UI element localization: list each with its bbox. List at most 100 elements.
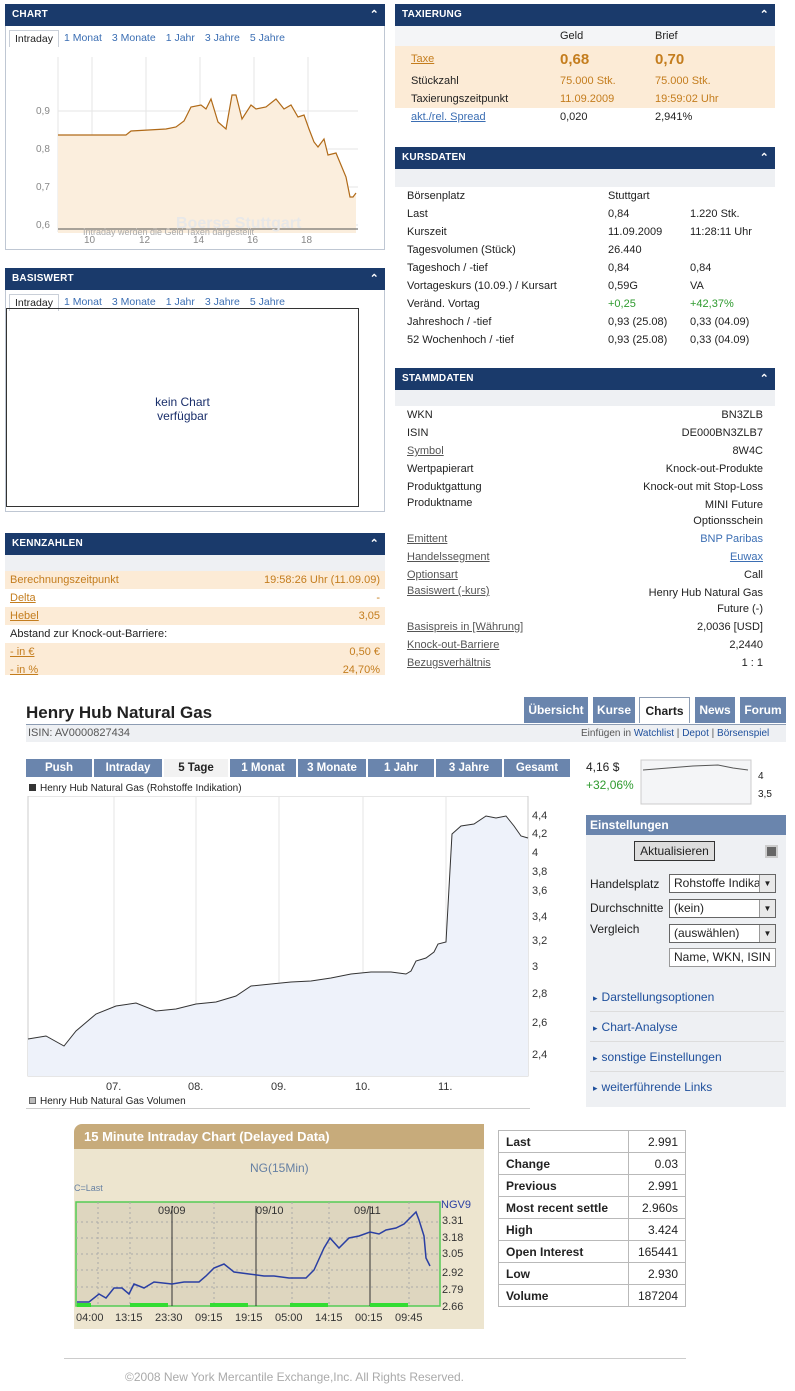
- svg-text:4: 4: [532, 847, 538, 859]
- tab-news[interactable]: News: [695, 697, 735, 723]
- range-1-monat[interactable]: 1 Monat: [230, 759, 296, 777]
- tab-kurse[interactable]: Kurse: [593, 697, 635, 723]
- range-3-jahre[interactable]: 3 Jahre: [436, 759, 502, 777]
- legend-swatch: [29, 1097, 36, 1104]
- emittent-link[interactable]: BNP Paribas: [700, 533, 763, 545]
- tab-5-jahre[interactable]: 5 Jahre: [249, 32, 285, 44]
- svg-text:3,4: 3,4: [532, 911, 547, 923]
- tab-forum[interactable]: Forum: [740, 697, 786, 723]
- svg-text:19:15: 19:15: [235, 1312, 263, 1324]
- watchlist-link[interactable]: Watchlist: [633, 728, 675, 739]
- chart-analyse-link[interactable]: ▸ Chart-Analyse: [590, 1013, 784, 1042]
- tab-1-jahr[interactable]: 1 Jahr: [165, 32, 195, 44]
- tab-3-monate[interactable]: 3 Monate: [111, 296, 156, 308]
- kursdaten-panel: KURSDATEN ⌃ Börsenplatz Stuttgart Last 0,84…: [395, 147, 775, 349]
- y-tick: 0,6: [36, 220, 50, 231]
- svg-text:4,4: 4,4: [532, 810, 547, 822]
- copyright: ©2008 New York Mercantile Exchange,Inc. …: [125, 1370, 465, 1384]
- mini-chart[interactable]: 4 3,5: [638, 758, 788, 808]
- svg-text:2.79: 2.79: [442, 1284, 463, 1296]
- range-1-jahr[interactable]: 1 Jahr: [368, 759, 434, 777]
- svg-text:3.31: 3.31: [442, 1215, 463, 1227]
- chevron-down-icon: ▼: [759, 925, 775, 942]
- boersenspiel-link[interactable]: Börsenspiel: [717, 728, 770, 739]
- range-push[interactable]: Push: [26, 759, 92, 777]
- tab-1-monat[interactable]: 1 Monat: [63, 32, 102, 44]
- collapse-icon[interactable]: ⌃: [369, 9, 379, 21]
- tab-3-jahre[interactable]: 3 Jahre: [204, 32, 240, 44]
- svg-text:13:15: 13:15: [115, 1312, 143, 1324]
- svg-text:09/09: 09/09: [158, 1205, 186, 1217]
- handelsplatz-select[interactable]: Rohstoffe Indika ▼: [669, 874, 776, 893]
- hebel-link[interactable]: Hebel: [10, 610, 39, 622]
- svg-text:2,8: 2,8: [532, 988, 547, 1000]
- collapse-icon[interactable]: ⌃: [759, 373, 769, 385]
- vergleich-select[interactable]: (auswählen) ▼: [669, 924, 776, 943]
- kennzahlen-table: Berechnungszeitpunkt 19:58:26 Uhr (11.09.…: [5, 571, 385, 675]
- weiterfuehrende-links-link[interactable]: ▸ weiterführende Links: [593, 1080, 713, 1094]
- isin-label: ISIN: AV0000827434: [28, 727, 130, 739]
- save-icon[interactable]: [765, 845, 778, 858]
- einstellungen-header: Einstellungen: [586, 815, 786, 835]
- delta-link[interactable]: Delta: [10, 592, 36, 604]
- depot-link[interactable]: Depot: [682, 728, 709, 739]
- stuttgart-intraday-chart: 0,9 0,8 0,7 0,6 10 12 14 16 18 Boerse St…: [36, 57, 358, 246]
- x-tick: 10.: [355, 1081, 370, 1093]
- page-title: Henry Hub Natural Gas: [26, 703, 213, 722]
- x-tick: 10: [84, 235, 96, 245]
- henry-5day-chart: 4,4 4,2 4 3,8 3,6 3,4 3,2 3 2,8 2,6 2,4 07. 08. 09. 1…: [27, 796, 547, 1093]
- svg-text:04:00: 04:00: [76, 1312, 104, 1324]
- svg-text:3,6: 3,6: [532, 885, 547, 897]
- collapse-icon[interactable]: ⌃: [759, 9, 769, 21]
- sonstige-einstellungen-link[interactable]: ▸ sonstige Einstellungen: [590, 1043, 784, 1072]
- c-last-label: C=Last: [74, 1183, 103, 1193]
- svg-text:2.66: 2.66: [442, 1301, 463, 1313]
- darstellungsoptionen-link[interactable]: ▸ Darstellungsoptionen: [590, 983, 784, 1012]
- svg-text:2.92: 2.92: [442, 1267, 463, 1279]
- current-price: 4,16 $: [586, 760, 620, 774]
- kursdaten-table: Börsenplatz Stuttgart Last 0,84 1.220 Stk. …: [407, 190, 752, 346]
- tab-intraday[interactable]: Intraday: [9, 30, 59, 47]
- tab-1-monat[interactable]: 1 Monat: [63, 296, 102, 308]
- svg-text:3.05: 3.05: [442, 1248, 463, 1260]
- nymex-intraday-chart: 3.31 3.18 3.05 2.92 2.79 2.66 09/09 09/10 09/11…: [75, 1201, 463, 1324]
- aktualisieren-button[interactable]: Aktualisieren: [634, 841, 715, 861]
- range-3-monate[interactable]: 3 Monate: [298, 759, 366, 777]
- tab-3-monate[interactable]: 3 Monate: [111, 32, 156, 44]
- range-intraday[interactable]: Intraday: [94, 759, 162, 777]
- range-gesamt[interactable]: Gesamt: [504, 759, 570, 777]
- x-tick: 07.: [106, 1081, 121, 1093]
- tab-intraday[interactable]: Intraday: [9, 294, 59, 311]
- search-input[interactable]: Name, WKN, ISIN: [669, 948, 776, 967]
- stammdaten-panel: STAMMDATEN ⌃ WKN BN3ZLB ISIN DE000BN3ZLB7 S…: [395, 368, 775, 672]
- svg-text:2,4: 2,4: [532, 1049, 547, 1061]
- range-5-tage[interactable]: 5 Tage: [164, 759, 228, 777]
- tab-charts[interactable]: Charts: [639, 697, 690, 723]
- svg-text:3: 3: [532, 961, 538, 973]
- spread-link[interactable]: akt./rel. Spread: [411, 111, 486, 123]
- svg-text:09:15: 09:15: [195, 1312, 223, 1324]
- durchschnitte-select[interactable]: (kein) ▼: [669, 899, 776, 918]
- svg-text:3.18: 3.18: [442, 1232, 463, 1244]
- collapse-icon[interactable]: ⌃: [369, 538, 379, 550]
- tab-1-jahr[interactable]: 1 Jahr: [165, 296, 195, 308]
- nymex-header: 15 Minute Intraday Chart (Delayed Data): [74, 1124, 484, 1149]
- tab-uebersicht[interactable]: Übersicht: [524, 697, 588, 723]
- svg-text:09:45: 09:45: [395, 1312, 423, 1324]
- taxe-link[interactable]: Taxe: [411, 53, 435, 65]
- tab-3-jahre[interactable]: 3 Jahre: [204, 296, 240, 308]
- x-tick: 08.: [188, 1081, 203, 1093]
- euwax-link[interactable]: Euwax: [729, 551, 763, 563]
- watermark: Boerse Stuttgart: [176, 215, 302, 232]
- x-tick: 09.: [271, 1081, 286, 1093]
- collapse-icon[interactable]: ⌃: [759, 152, 769, 164]
- nymex-quote-table: Last 2.991 Change 0.03 Previous 2.991 Most …: [498, 1130, 686, 1307]
- taxierung-table: Geld Brief: [395, 26, 775, 46]
- collapse-icon[interactable]: ⌃: [369, 273, 379, 285]
- x-tick: 11.: [438, 1081, 452, 1093]
- tab-5-jahre[interactable]: 5 Jahre: [249, 296, 285, 308]
- legend-price: Henry Hub Natural Gas (Rohstoffe Indikat…: [29, 783, 242, 794]
- kennzahlen-panel: KENNZAHLEN ⌃ Berechnungszeitpunkt 19:58:26…: [5, 533, 385, 675]
- chevron-down-icon: ▼: [759, 900, 775, 917]
- svg-text:00:15: 00:15: [355, 1312, 383, 1324]
